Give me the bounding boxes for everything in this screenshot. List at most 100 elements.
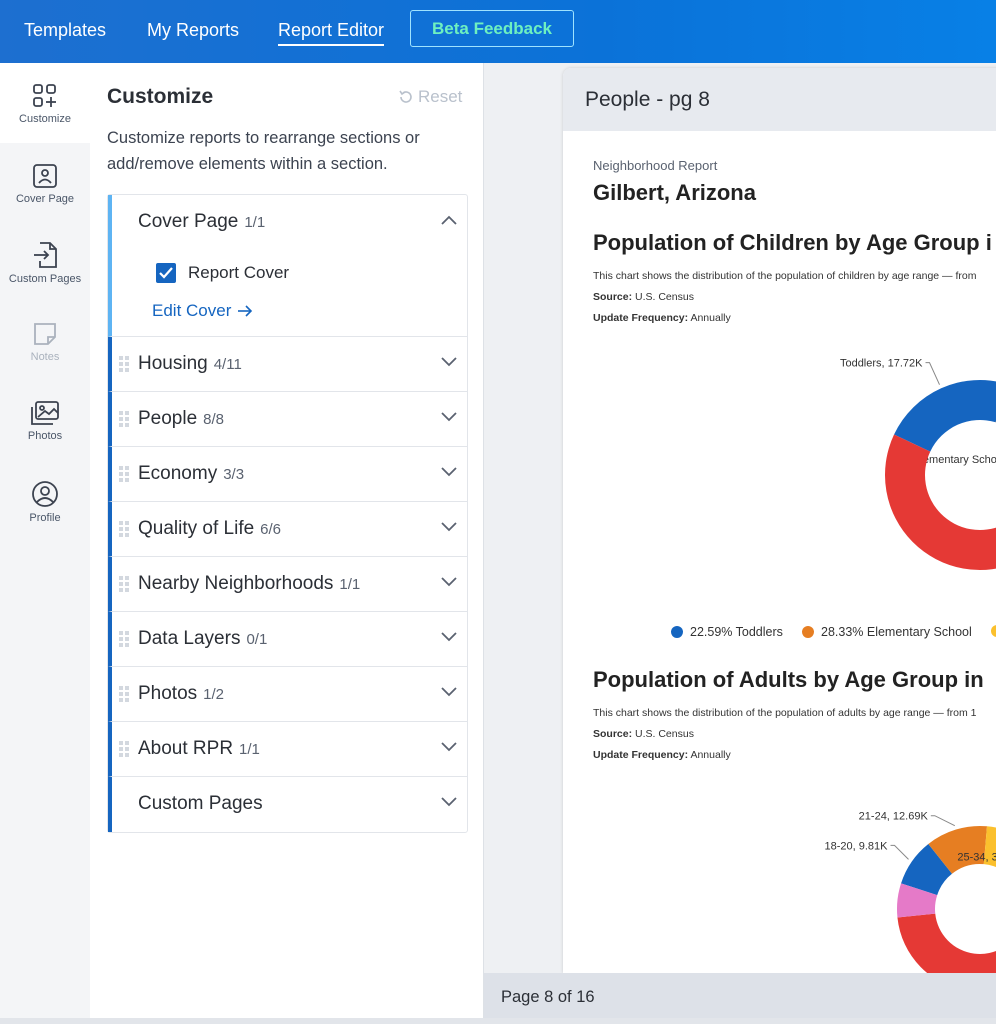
label-leader-line bbox=[890, 844, 909, 860]
slice-label: 21-24, 12.69K bbox=[859, 811, 929, 823]
chevron-down-icon[interactable] bbox=[441, 357, 457, 367]
nav-my-reports[interactable]: My Reports bbox=[147, 20, 240, 40]
nav-report-editor[interactable]: Report Editor bbox=[278, 20, 385, 46]
section-name: Data Layers bbox=[138, 628, 241, 649]
section-header[interactable]: People 8/8 bbox=[138, 408, 224, 430]
page-header: People - pg 8 bbox=[563, 68, 996, 131]
section-count: 1/2 bbox=[203, 686, 225, 703]
edit-cover-label: Edit Cover bbox=[152, 301, 232, 320]
slice-label: Elementary School, 22.22K bbox=[913, 454, 996, 466]
section-header[interactable]: Housing 4/11 bbox=[138, 353, 242, 375]
adults-chart-frequency: Update Frequency: Annually bbox=[593, 749, 731, 761]
legend-dot bbox=[991, 625, 996, 637]
donut-slice bbox=[901, 844, 952, 896]
chevron-down-icon[interactable] bbox=[441, 742, 457, 752]
page-indicator: Page 8 of 16 bbox=[501, 988, 595, 1006]
drag-handle-icon[interactable] bbox=[119, 741, 129, 757]
section-count: 4/11 bbox=[213, 356, 242, 373]
report-cover-checkbox[interactable] bbox=[156, 263, 176, 283]
panel-title: Customize bbox=[107, 85, 214, 108]
children-legend-item: 22.59% Toddlers bbox=[671, 625, 783, 639]
source-key: Source: bbox=[593, 291, 633, 303]
report-location: Gilbert, Arizona bbox=[593, 180, 756, 205]
section-count: 8/8 bbox=[203, 411, 225, 428]
rail-cover-page[interactable]: Cover Page bbox=[0, 163, 90, 205]
section-count: 0/1 bbox=[246, 631, 268, 648]
slice-label: 25-34, 30.92K bbox=[957, 851, 996, 863]
note-icon bbox=[34, 323, 56, 345]
nav-templates[interactable]: Templates bbox=[24, 20, 107, 40]
adults-chart-title: Population of Adults by Age Group in bbox=[593, 667, 984, 692]
frequency-key: Update Frequency: bbox=[593, 312, 689, 324]
section-row[interactable]: Nearby Neighborhoods 1/1 bbox=[108, 557, 467, 612]
section-name: Quality of Life bbox=[138, 518, 255, 539]
section-header[interactable]: Custom Pages bbox=[138, 793, 269, 815]
drag-handle-icon[interactable] bbox=[119, 411, 129, 427]
section-row[interactable]: People 8/8 bbox=[108, 392, 467, 447]
section-row[interactable]: Custom Pages bbox=[108, 777, 467, 832]
section-row[interactable]: Data Layers 0/1 bbox=[108, 612, 467, 667]
rail-customize-label: Customize bbox=[19, 113, 71, 125]
section-header[interactable]: Economy 3/3 bbox=[138, 463, 244, 485]
rail-photos[interactable]: Photos bbox=[0, 400, 90, 442]
section-header[interactable]: Nearby Neighborhoods 1/1 bbox=[138, 573, 360, 595]
chevron-down-icon[interactable] bbox=[441, 522, 457, 532]
report-type: Neighborhood Report bbox=[593, 158, 718, 173]
edit-cover-link[interactable]: Edit Cover bbox=[152, 301, 253, 321]
section-cover-page: Cover Page 1/1 Report Cover Edit Cover bbox=[108, 195, 467, 337]
drag-handle-icon[interactable] bbox=[119, 466, 129, 482]
source-value: U.S. Census bbox=[635, 728, 694, 740]
rail-profile[interactable]: Profile bbox=[0, 480, 90, 524]
beta-feedback-button[interactable]: Beta Feedback bbox=[410, 10, 574, 47]
children-chart-description: This chart shows the distribution of the… bbox=[593, 270, 977, 282]
drag-handle-icon[interactable] bbox=[119, 356, 129, 372]
chevron-down-icon[interactable] bbox=[441, 412, 457, 422]
donut-slice bbox=[983, 826, 996, 868]
legend-dot bbox=[671, 626, 683, 638]
report-cover-label: Report Cover bbox=[188, 263, 290, 282]
chevron-down-icon[interactable] bbox=[441, 467, 457, 477]
section-header[interactable]: Quality of Life 6/6 bbox=[138, 518, 281, 540]
children-legend-item bbox=[991, 625, 996, 637]
drag-handle-icon[interactable] bbox=[119, 631, 129, 647]
reset-button[interactable]: Reset bbox=[398, 87, 462, 107]
chevron-down-icon[interactable] bbox=[441, 577, 457, 587]
undo-icon bbox=[399, 90, 412, 103]
frequency-key: Update Frequency: bbox=[593, 749, 689, 761]
section-header[interactable]: Data Layers 0/1 bbox=[138, 628, 267, 650]
chevron-down-icon[interactable] bbox=[441, 797, 457, 807]
photos-icon bbox=[31, 401, 59, 425]
section-row[interactable]: Quality of Life 6/6 bbox=[108, 502, 467, 557]
legend-text: 28.33% Elementary School bbox=[821, 625, 972, 639]
section-row[interactable]: About RPR 1/1 bbox=[108, 722, 467, 777]
page-footer: Page 8 of 16 bbox=[484, 973, 996, 1020]
chevron-down-icon[interactable] bbox=[441, 632, 457, 642]
grid-plus-icon bbox=[33, 84, 56, 107]
children-chart-frequency: Update Frequency: Annually bbox=[593, 312, 731, 324]
drag-handle-icon[interactable] bbox=[119, 686, 129, 702]
label-leader-line bbox=[925, 362, 940, 385]
checkmark-icon bbox=[159, 267, 173, 279]
frequency-value: Annually bbox=[690, 312, 731, 324]
donut-slice bbox=[897, 913, 996, 973]
section-header[interactable]: Photos 1/2 bbox=[138, 683, 224, 705]
rail-customize[interactable]: Customize bbox=[0, 63, 90, 143]
drag-handle-icon[interactable] bbox=[119, 521, 129, 537]
section-row[interactable]: Economy 3/3 bbox=[108, 447, 467, 502]
rail-custom-pages-label: Custom Pages bbox=[8, 273, 82, 285]
section-name: Photos bbox=[138, 683, 198, 704]
drag-handle-icon[interactable] bbox=[119, 576, 129, 592]
section-header[interactable]: About RPR 1/1 bbox=[138, 738, 260, 760]
chevron-down-icon[interactable] bbox=[441, 687, 457, 697]
section-row[interactable]: Housing 4/11 bbox=[108, 337, 467, 392]
rail-custom-pages[interactable]: Custom Pages bbox=[0, 241, 90, 285]
report-preview: People - pg 8 Neighborhood Report Gilber… bbox=[484, 63, 996, 1024]
chevron-up-icon[interactable] bbox=[441, 215, 457, 225]
section-name: Nearby Neighborhoods bbox=[138, 573, 334, 594]
section-count: 6/6 bbox=[260, 521, 282, 538]
section-header[interactable]: Cover Page 1/1 bbox=[138, 211, 265, 233]
report-cover-option[interactable]: Report Cover bbox=[156, 263, 289, 283]
section-row[interactable]: Photos 1/2 bbox=[108, 667, 467, 722]
slice-label: Toddlers, 17.72K bbox=[840, 358, 923, 370]
slice-label: 18-20, 9.81K bbox=[825, 840, 889, 852]
